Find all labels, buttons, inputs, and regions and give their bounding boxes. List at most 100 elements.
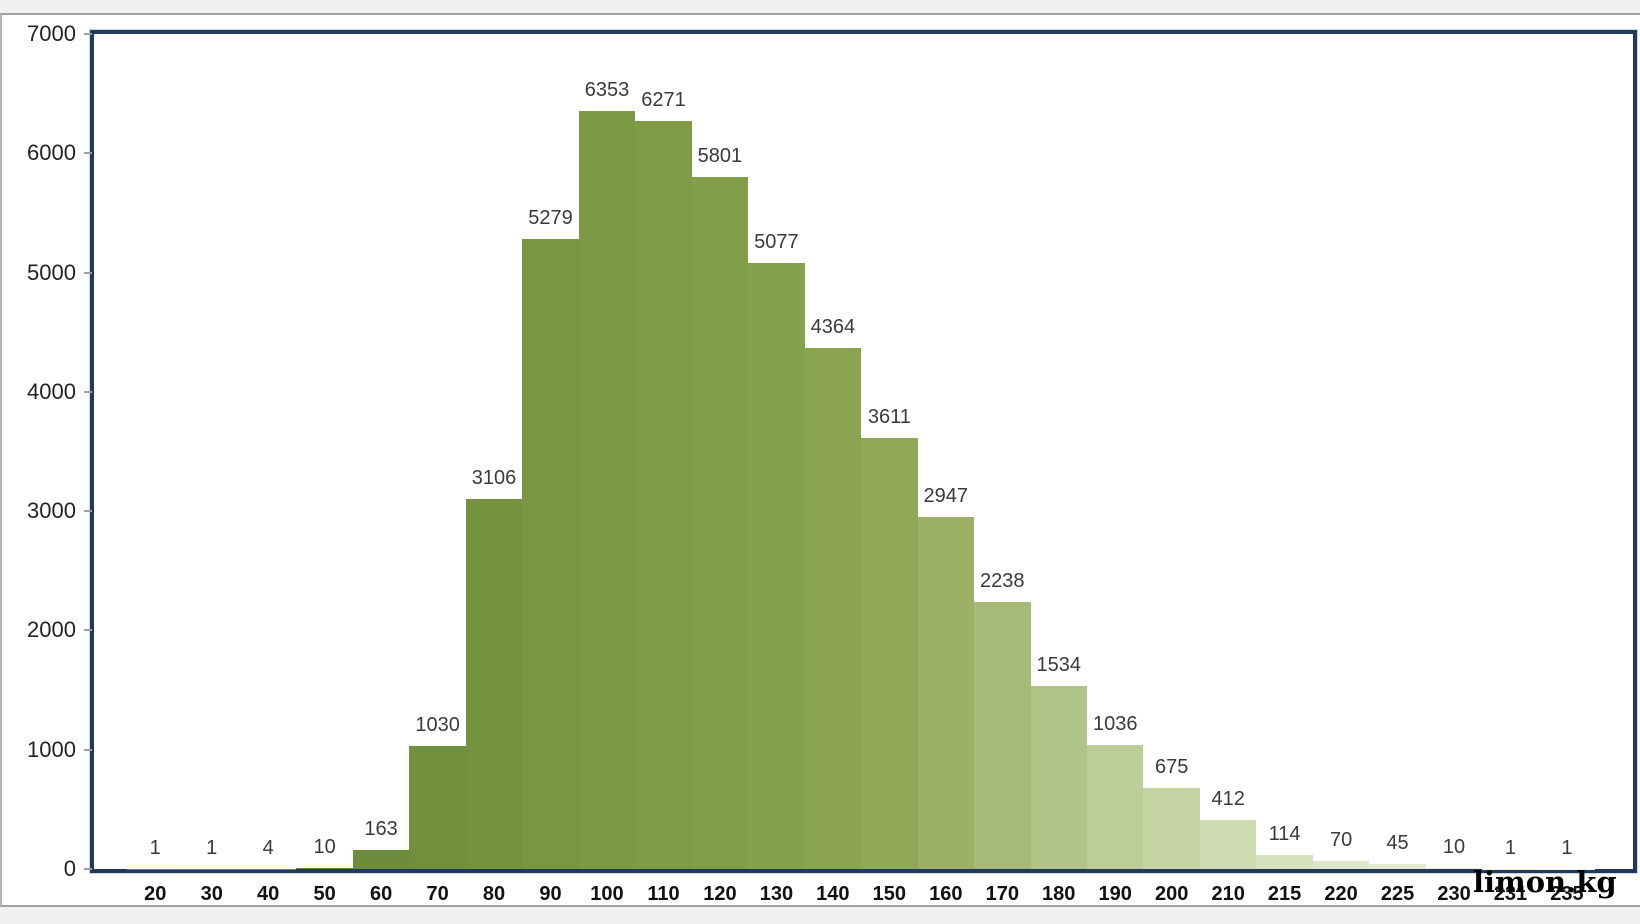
bar-slot: 1 xyxy=(1482,34,1539,869)
bar-slot: 1534 xyxy=(1030,34,1087,869)
bar xyxy=(1425,867,1483,869)
x-axis-labels: 20 30 40 50 60 70 80 90 100 110 120 130 140 150 160 170… xyxy=(127,883,1595,906)
bar xyxy=(974,602,1031,869)
bar-value-label: 2947 xyxy=(923,485,969,508)
bar-slot: 1 xyxy=(127,34,184,869)
bar-slot: 3106 xyxy=(465,34,523,869)
x-tick-label: 80 xyxy=(482,883,506,905)
bar-slot: 412 xyxy=(1199,34,1257,869)
chart-canvas: 0 1000 2000 3000 4000 5000 6000 7000 1 1 4 10 163 10… xyxy=(0,13,1640,907)
bar-slot: 1036 xyxy=(1086,34,1144,869)
y-tick-mark xyxy=(84,748,92,751)
bar xyxy=(1199,819,1257,869)
bar-slot: 675 xyxy=(1143,34,1200,869)
x-tick-label: 170 xyxy=(985,883,1019,905)
x-tick-label: 20 xyxy=(144,883,167,905)
bar xyxy=(1312,860,1370,869)
bar xyxy=(804,348,862,869)
bar-value-label: 10 xyxy=(313,835,336,858)
bar-value-label: 3106 xyxy=(471,466,517,489)
y-tick-label: 7000 xyxy=(27,21,76,46)
bar xyxy=(1030,686,1087,869)
bar-slot: 2238 xyxy=(974,34,1031,869)
bar-slot: 45 xyxy=(1369,34,1426,869)
y-tick-mark xyxy=(84,390,92,393)
y-tick-mark xyxy=(84,510,92,513)
bar-slot: 4364 xyxy=(804,34,862,869)
bar-value-label: 2238 xyxy=(980,570,1025,593)
bar-value-label: 1 xyxy=(206,836,218,859)
bar-slot: 1 xyxy=(1538,34,1596,869)
y-tick-label: 2000 xyxy=(27,617,76,643)
x-tick-label: 140 xyxy=(816,883,850,905)
bar xyxy=(1086,745,1144,869)
x-tick-label: 220 xyxy=(1324,883,1358,905)
bar-slot: 163 xyxy=(352,34,410,869)
bar-slot: 10 xyxy=(1425,34,1483,869)
bar-slot: 5801 xyxy=(691,34,749,869)
x-tick-label: 215 xyxy=(1267,883,1302,905)
x-tick-label: 70 xyxy=(426,883,449,905)
bar xyxy=(1143,788,1200,869)
bar-slot: 4 xyxy=(239,34,297,869)
x-tick-label: 40 xyxy=(257,883,280,905)
bar-slot: 2947 xyxy=(917,34,975,869)
bar-value-label: 114 xyxy=(1268,823,1301,846)
y-tick-mark xyxy=(84,271,92,274)
bar-slot: 6353 xyxy=(578,34,636,869)
y-tick-label: 3000 xyxy=(27,498,76,524)
bar-value-label: 675 xyxy=(1154,756,1189,779)
bar-value-label: 10 xyxy=(1442,835,1466,858)
bar-value-label: 163 xyxy=(364,817,398,840)
bar-slot: 6271 xyxy=(635,34,692,869)
bar xyxy=(1256,855,1313,869)
bar-value-label: 412 xyxy=(1211,787,1245,810)
bar xyxy=(522,239,579,869)
bar-value-label: 6353 xyxy=(584,79,630,102)
watermark: limon.kg xyxy=(1473,865,1617,899)
bar-slot: 1030 xyxy=(409,34,466,869)
x-tick-label: 180 xyxy=(1042,883,1076,905)
bar-slot: 3611 xyxy=(861,34,918,869)
x-tick-label: 200 xyxy=(1154,883,1189,905)
bar-value-label: 1030 xyxy=(415,714,460,737)
bar-value-label: 6271 xyxy=(641,88,686,111)
bar-value-label: 3611 xyxy=(867,406,911,429)
y-tick-label: 6000 xyxy=(27,140,76,166)
x-tick-label: 100 xyxy=(590,883,624,905)
bar-value-label: 1036 xyxy=(1092,713,1138,736)
bar xyxy=(635,120,692,869)
bar xyxy=(578,111,636,869)
y-tick-mark xyxy=(84,629,92,632)
y-tick-mark xyxy=(84,33,92,35)
bar-slot: 5077 xyxy=(748,34,805,869)
bar xyxy=(1369,863,1426,869)
x-tick-label: 235 xyxy=(1550,883,1584,905)
bar-value-label: 70 xyxy=(1329,828,1353,851)
bar-value-label: 5801 xyxy=(697,145,743,168)
x-tick-label: 90 xyxy=(539,883,562,905)
bar xyxy=(296,867,353,869)
y-tick-label: 4000 xyxy=(27,378,76,404)
bar-value-label: 4 xyxy=(262,836,274,859)
x-tick-label: 50 xyxy=(313,883,336,905)
bar-slot: 114 xyxy=(1256,34,1313,869)
bar-value-label: 5077 xyxy=(754,231,799,254)
bar xyxy=(409,746,466,869)
x-tick-label: 30 xyxy=(200,883,223,905)
y-tick-mark xyxy=(84,868,92,870)
x-tick-label: 231 xyxy=(1493,883,1528,905)
y-tick-label: 1000 xyxy=(27,736,76,762)
bar-value-label: 1534 xyxy=(1036,654,1081,677)
y-tick-mark xyxy=(84,152,92,155)
bar xyxy=(691,177,749,869)
x-tick-label: 130 xyxy=(759,883,794,905)
x-tick-label: 210 xyxy=(1211,883,1245,905)
x-tick-label: 160 xyxy=(929,883,963,905)
bar xyxy=(465,498,523,869)
x-tick-label: 110 xyxy=(647,883,680,905)
bar-slot: 10 xyxy=(296,34,353,869)
bar-slot: 1 xyxy=(183,34,240,869)
x-tick-label: 230 xyxy=(1437,883,1471,905)
